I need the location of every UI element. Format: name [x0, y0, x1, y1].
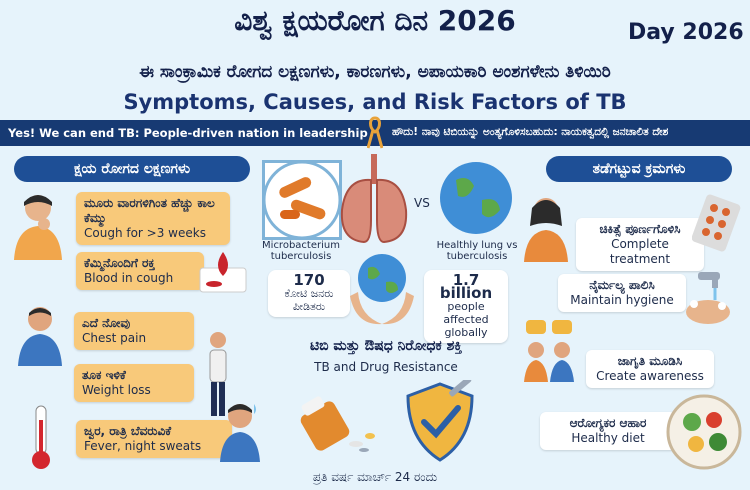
- chest-pain-person-icon: [14, 304, 66, 366]
- hand-washing-icon: [686, 272, 730, 324]
- page-title: ವಿಶ್ವ ಕ್ಷಯರೋಗ ದಿನ 2026: [234, 4, 516, 37]
- stat-number: 1.7 billion: [439, 271, 493, 302]
- stat-number: 170: [293, 271, 325, 289]
- symptom-kn: ಜ್ವರ, ರಾತ್ರಿ ಬೆವರುವಿಕೆ: [84, 424, 172, 438]
- symptom-kn: ಮೂರು ವಾರಗಳಿಗಿಂತ ಹೆಚ್ಚು ಕಾಲ ಕೆಮ್ಮು: [84, 196, 215, 225]
- vs-label: VS: [414, 196, 430, 210]
- lungs-icon: [340, 154, 408, 244]
- thin-person-icon: [196, 330, 240, 420]
- subtitle-kannada: ಈ ಸಾಂಕ್ರಾಮಿಕ ರೋಗದ ಲಕ್ಷಣಗಳು, ಕಾರಣಗಳು, ಅಪಾ…: [139, 62, 611, 82]
- prevention-en: Create awareness: [596, 369, 704, 383]
- symptom-en: Fever, night sweats: [84, 439, 202, 453]
- stat-card-english: 1.7 billion people affected globally: [424, 270, 508, 343]
- prevention-card-treatment: ಚಿಕಿತ್ಸೆ ಪೂರ್ಣಗೊಳಿಸಿ Complete treatment: [576, 218, 704, 271]
- symptom-kn: ಕೆಮ್ಮಿನೊಂದಿಗೆ ರಕ್ತ: [84, 256, 155, 270]
- slogan-kannada: ಹೌದು! ನಾವು ಟಿಬಿಯನ್ನು ಅಂತ್ಯಗೊಳಿಸಬಹುದು: ನಾ…: [392, 126, 669, 138]
- stat-card-kannada: 170 ಕೋಟಿ ಜನರು ಪೀಡಿತರು: [268, 270, 350, 317]
- pill-blister-icon: [692, 194, 741, 252]
- symptom-en: Blood in cough: [84, 271, 174, 285]
- prevention-kn: ಆರೋಗ್ಯಕರ ಆಹಾರ: [569, 416, 647, 430]
- symptom-card-fever: ಜ್ವರ, ರಾತ್ರಿ ಬೆವರುವಿಕೆ Fever, night swea…: [76, 420, 232, 458]
- microbe-label: Microbacterium tuberculosis: [262, 240, 340, 262]
- symptom-card-blood: ಕೆಮ್ಮಿನೊಂದಿಗೆ ರಕ್ತ Blood in cough: [76, 252, 204, 290]
- prevention-kn: ಜಾಗೃತಿ ಮೂಡಿಸಿ: [617, 354, 683, 368]
- pill-bottle-icon: [300, 396, 375, 452]
- coughing-person-icon: [6, 190, 70, 260]
- prevention-card-diet: ಆರೋಗ್ಯಕರ ಆಹಾರ Healthy diet: [540, 412, 676, 450]
- awareness-ribbon-icon: [367, 116, 383, 149]
- prevention-en: Complete treatment: [609, 237, 671, 266]
- symptom-kn: ಎದೆ ನೋವು: [82, 316, 131, 330]
- prevention-kn: ನೈರ್ಮಲ್ಯ ಪಾಲಿಸಿ: [589, 278, 655, 292]
- subtitle-english: Symptoms, Causes, and Risk Factors of TB: [123, 90, 627, 114]
- slogan-english: Yes! We can end TB: People-driven nation…: [8, 126, 368, 140]
- stat-text: people affected globally: [443, 300, 489, 339]
- symptom-en: Weight loss: [82, 383, 151, 397]
- prevention-kn: ಚಿಕಿತ್ಸೆ ಪೂರ್ಣಗೊಳಿಸಿ: [599, 222, 681, 236]
- globe-icon: [440, 162, 512, 234]
- woman-taking-medicine-icon: [524, 198, 568, 262]
- blood-drop-icon: [196, 248, 250, 296]
- prevention-heading: ತಡೆಗಟ್ಟುವ ಕ್ರಮಗಳು: [546, 156, 732, 182]
- symptom-card-chest-pain: ಎದೆ ನೋವು Chest pain: [74, 312, 194, 350]
- prevention-card-awareness: ಜಾಗೃತಿ ಮೂಡಿಸಿ Create awareness: [586, 350, 714, 388]
- stat-text: ಕೋಟಿ ಜನರು ಪೀಡಿತರು: [284, 287, 334, 313]
- hands-globe-icon: [350, 254, 414, 325]
- symptom-card-weight-loss: ತೂಕ ಇಳಿಕೆ Weight loss: [74, 364, 194, 402]
- symptom-en: Chest pain: [82, 331, 147, 345]
- day-label: Day 2026: [628, 20, 744, 45]
- symptom-en: Cough for >3 weeks: [84, 226, 206, 240]
- shield-check-icon: [406, 380, 474, 462]
- footer-date-note: ಪ್ರತಿ ವರ್ಷ ಮಾರ್ಚ್ 24 ರಂದು: [312, 470, 438, 484]
- symptom-kn: ತೂಕ ಇಳಿಕೆ: [82, 368, 126, 382]
- resistance-heading-en: TB and Drug Resistance: [314, 360, 458, 374]
- thermometer-icon: [26, 402, 56, 472]
- healthy-food-bowl-icon: [666, 394, 742, 470]
- bacteria-microscope-icon: [262, 160, 342, 240]
- healthy-label: Healthly lung vs tuberculosis: [436, 240, 518, 262]
- symptoms-heading: ಕ್ಷಯ ರೋಗದ ಲಕ್ಷಣಗಳು: [14, 156, 250, 182]
- prevention-card-hygiene: ನೈರ್ಮಲ್ಯ ಪಾಲಿಸಿ Maintain hygiene: [558, 274, 686, 312]
- resistance-heading-kn: ಟಿಬಿ ಮತ್ತು ಔಷಧ ನಿರೋಧಕ ಶಕ್ತಿ: [309, 338, 462, 354]
- prevention-en: Healthy diet: [571, 431, 645, 445]
- prevention-en: Maintain hygiene: [570, 293, 674, 307]
- people-talking-icon: [524, 320, 574, 382]
- sweating-person-icon: [216, 400, 262, 462]
- symptom-card-cough: ಮೂರು ವಾರಗಳಿಗಿಂತ ಹೆಚ್ಚು ಕಾಲ ಕೆಮ್ಮು Cough …: [76, 192, 230, 245]
